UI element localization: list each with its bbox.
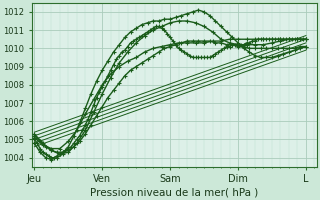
X-axis label: Pression niveau de la mer( hPa ): Pression niveau de la mer( hPa ) — [90, 187, 259, 197]
